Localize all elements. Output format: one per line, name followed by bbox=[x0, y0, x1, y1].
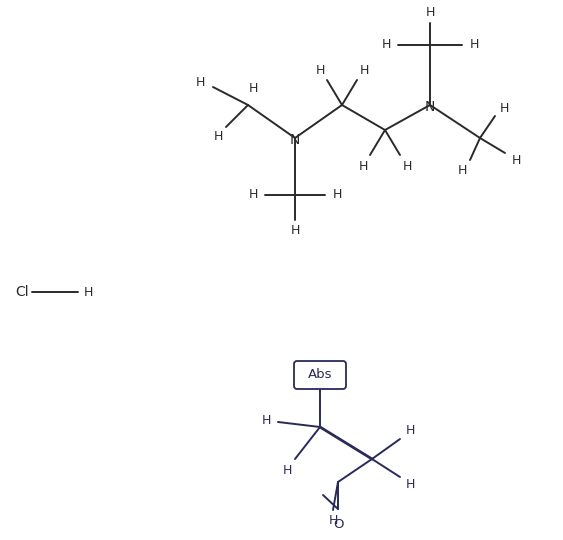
Text: H: H bbox=[425, 6, 435, 19]
Text: H: H bbox=[261, 414, 271, 427]
Text: H: H bbox=[332, 188, 342, 201]
Text: H: H bbox=[470, 38, 479, 51]
Text: Abs: Abs bbox=[308, 368, 332, 381]
Text: H: H bbox=[405, 424, 415, 437]
Text: Cl: Cl bbox=[15, 285, 29, 299]
Text: H: H bbox=[248, 83, 258, 96]
Text: H: H bbox=[358, 159, 368, 172]
Text: O: O bbox=[333, 517, 343, 530]
Text: H: H bbox=[315, 64, 325, 77]
Text: H: H bbox=[381, 38, 391, 51]
FancyBboxPatch shape bbox=[294, 361, 346, 389]
Text: H: H bbox=[282, 464, 292, 477]
Text: N: N bbox=[290, 133, 300, 147]
Text: H: H bbox=[403, 159, 412, 172]
Text: H: H bbox=[405, 478, 415, 491]
Text: H: H bbox=[457, 164, 467, 177]
Text: N: N bbox=[425, 100, 435, 114]
Text: H: H bbox=[195, 77, 205, 90]
Text: H: H bbox=[328, 514, 338, 526]
Text: H: H bbox=[248, 188, 258, 201]
Text: H: H bbox=[213, 131, 223, 144]
Text: H: H bbox=[83, 286, 93, 299]
Text: H: H bbox=[291, 225, 300, 238]
Text: H: H bbox=[499, 102, 509, 114]
Text: H: H bbox=[511, 153, 521, 166]
Text: H: H bbox=[359, 64, 369, 77]
